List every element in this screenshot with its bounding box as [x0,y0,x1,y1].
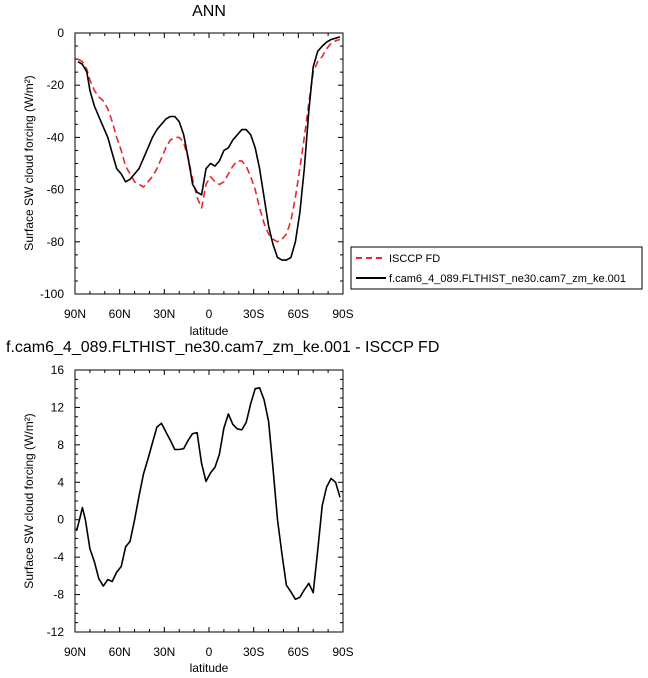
y-tick-label: -8 [53,588,64,602]
x-tick-label: 90N [64,307,86,321]
x-ticks: 90N 60N 30N 0 30S 60S 90S [64,33,354,321]
x-tick-label: 30S [243,307,264,321]
y-tick-label: 0 [57,513,64,527]
y-tick-label: -80 [47,235,65,249]
chart-title: ANN [192,3,226,20]
x-tick-label: 0 [206,645,213,659]
x-tick-label: 90S [332,307,353,321]
x-tick-label: 60N [109,645,131,659]
x-tick-label: 60N [109,307,131,321]
y-tick-label: -4 [53,550,64,564]
legend-label-isccp: ISCCP FD [389,253,440,265]
x-tick-label: 90S [332,645,353,659]
legend: ISCCP FD f.cam6_4_089.FLTHIST_ne30.cam7_… [350,246,643,290]
x-axis-label: latitude [190,324,229,338]
y-tick-label: -60 [47,183,65,197]
y-axis-label: Surface SW cloud forcing (W/m²) [22,75,36,250]
x-tick-label: 30N [153,307,175,321]
y-tick-label: -100 [40,287,64,301]
y-tick-label: -20 [47,78,65,92]
x-ticks: 90N 60N 30N 0 30S 60S 90S [64,370,354,659]
legend-label-model: f.cam6_4_089.FLTHIST_ne30.cam7_zm_ke.001 [389,273,626,285]
series-group [77,36,341,261]
series-line-model [75,386,341,601]
x-tick-label: 60S [288,645,309,659]
x-tick-label: 60S [288,307,309,321]
y-tick-label: 16 [51,363,65,377]
legend-box [350,246,643,290]
y-tick-label: -12 [47,625,65,639]
chart-title: f.cam6_4_089.FLTHIST_ne30.cam7_zm_ke.001… [6,339,439,356]
series-line-isccp-fd [77,38,341,243]
bottom-panel: f.cam6_4_089.FLTHIST_ne30.cam7_zm_ke.001… [6,339,439,675]
top-panel: ANN 0-20-40-60-80-100 90N 60N 30N 0 30S 60S 90… [22,3,354,338]
y-tick-label: 4 [57,475,64,489]
x-tick-label: 30N [153,645,175,659]
x-tick-label: 90N [64,645,86,659]
y-tick-label: 0 [57,26,64,40]
series-group [75,386,341,601]
y-tick-label: 8 [57,438,64,452]
y-axis-label: Surface SW cloud forcing (W/m²) [22,413,36,588]
series-line-model [77,36,341,261]
x-tick-label: 30S [243,645,264,659]
x-axis-label: latitude [190,661,229,675]
y-tick-label: -40 [47,130,65,144]
y-tick-label: 12 [51,400,65,414]
x-tick-label: 0 [206,307,213,321]
y-ticks: 0 -20 -40 -60 -80 -100 [40,26,343,301]
